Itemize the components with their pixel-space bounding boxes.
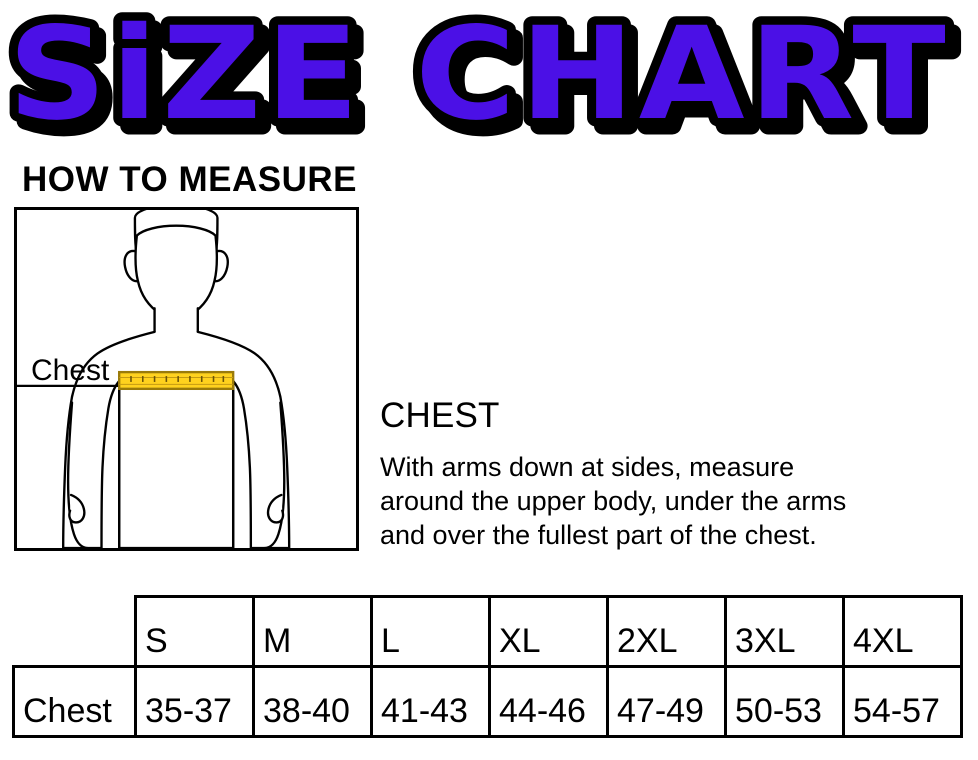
chest-callout-label: Chest [31, 354, 110, 387]
size-chart-title-graphic: SiZE CHART SiZE CHART [0, 0, 978, 150]
table-header-m: M [252, 595, 373, 668]
chest-description-body: With arms down at sides, measure around … [380, 450, 970, 552]
male-torso-icon [17, 210, 291, 548]
table-cell-chest-2xl: 47-49 [606, 665, 727, 738]
table-cell-chest-s: 35-37 [134, 665, 255, 738]
table-cell-chest-4xl: 54-57 [842, 665, 963, 738]
chest-description-block: CHEST With arms down at sides, measure a… [380, 396, 970, 552]
table-header-2xl: 2XL [606, 595, 727, 668]
measurement-diagram-box [14, 207, 359, 551]
table-row-label-chest: Chest [12, 665, 137, 738]
table-cell-chest-l: 41-43 [370, 665, 491, 738]
chest-description-line-1: With arms down at sides, measure [380, 452, 795, 482]
table-cell-chest-xl: 44-46 [488, 665, 609, 738]
chest-description-line-3: and over the fullest part of the chest. [380, 520, 817, 550]
chest-description-title: CHEST [380, 396, 500, 435]
table-header-l: L [370, 595, 491, 668]
table-cell-chest-m: 38-40 [252, 665, 373, 738]
size-chart-table: S M L XL 2XL 3XL 4XL Chest 35-37 38-40 4… [12, 595, 963, 738]
tape-measure-icon [118, 370, 235, 391]
table-header-s: S [134, 595, 255, 668]
table-cell-chest-3xl: 50-53 [724, 665, 845, 738]
table-header-3xl: 3XL [724, 595, 845, 668]
table-header-4xl: 4XL [842, 595, 963, 668]
table-corner-blank [14, 597, 136, 667]
chest-description-line-2: around the upper body, under the arms [380, 486, 847, 516]
table-row: Chest 35-37 38-40 41-43 44-46 47-49 50-5… [12, 665, 963, 738]
table-header-xl: XL [488, 595, 609, 668]
table-header-row: S M L XL 2XL 3XL 4XL [14, 595, 963, 668]
page-title: SiZE CHART SiZE CHART [0, 0, 978, 150]
how-to-measure-heading: HOW TO MEASURE [22, 160, 357, 199]
